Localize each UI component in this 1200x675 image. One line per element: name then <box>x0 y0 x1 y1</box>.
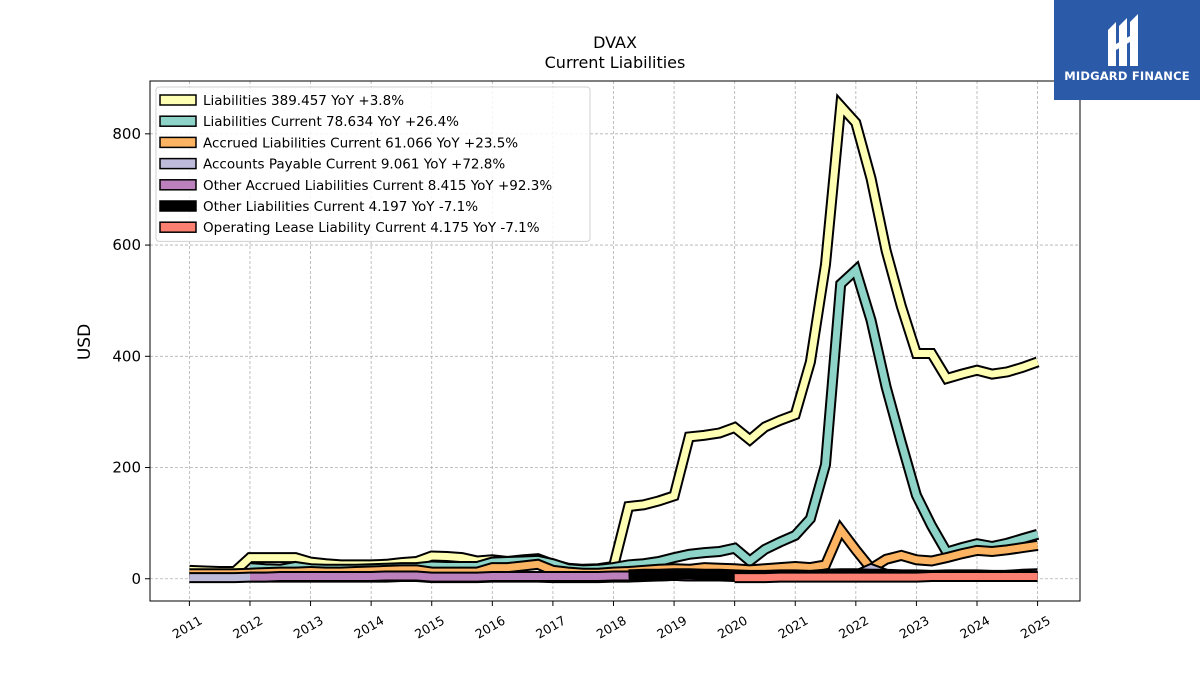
x-tick-label: 2022 <box>836 613 871 642</box>
legend-swatch <box>159 157 197 170</box>
y-tick-label: 400 <box>112 347 141 365</box>
legend-entry: Operating Lease Liability Current 4.175 … <box>203 220 540 236</box>
chart-subtitle: Current Liabilities <box>545 53 686 72</box>
x-tick-label: 2011 <box>170 613 205 642</box>
x-tick-label: 2019 <box>654 613 689 642</box>
logo-text: MIDGARD FINANCE <box>1064 69 1190 83</box>
x-axis: 2011 2012 2013 2014 2015 2016 2017 2018 2019 2020… <box>170 601 1053 642</box>
legend-entry: Other Liabilities Current 4.197 YoY -7.1… <box>203 199 478 215</box>
plot-area <box>189 93 1040 584</box>
legend-entry: Liabilities Current 78.634 YoY +26.4% <box>203 114 459 130</box>
legend-swatch <box>159 221 197 233</box>
series-line <box>734 573 1038 582</box>
legend-swatch <box>159 179 197 191</box>
legend-entry: Accounts Payable Current 9.061 YoY +72.8… <box>203 157 505 173</box>
series-liabilities-current <box>249 260 1040 576</box>
plot-frame <box>149 80 1081 602</box>
x-tick-label: 2012 <box>230 613 265 642</box>
x-tick-label: 2015 <box>412 613 447 642</box>
x-tick-label: 2020 <box>715 613 750 642</box>
legend-box <box>155 86 591 242</box>
midgard-finance-logo: MIDGARD FINANCE <box>1054 0 1200 100</box>
x-tick-label: 2021 <box>775 613 810 642</box>
x-tick-label: 2023 <box>897 613 932 642</box>
y-tick-label: 200 <box>112 459 141 477</box>
x-tick-label: 2017 <box>533 613 568 642</box>
series-operating-lease-liability-current <box>734 571 1038 584</box>
x-tick-label: 2025 <box>1018 613 1053 642</box>
x-tick-label: 2013 <box>291 613 326 642</box>
x-tick-label: 2018 <box>594 613 629 642</box>
x-tick-label: 2016 <box>473 613 508 642</box>
y-tick-label: 800 <box>112 125 141 143</box>
chart-title: DVAX <box>593 33 637 52</box>
legend-entry: Liabilities 389.457 YoY +3.8% <box>203 93 404 109</box>
y-tick-label: 0 <box>131 570 141 588</box>
legend-swatch <box>159 200 197 212</box>
legend: Liabilities 389.457 YoY +3.8% Liabilities… <box>155 86 591 242</box>
x-tick-label: 2014 <box>351 613 386 642</box>
legend-swatch <box>159 115 197 127</box>
midgard-logo-mark-icon <box>1108 14 1138 66</box>
series-line <box>249 263 1039 574</box>
legend-entry: Other Accrued Liabilities Current 8.415 … <box>203 178 552 194</box>
x-tick-label: 2024 <box>957 613 992 642</box>
legend-swatch <box>159 94 197 106</box>
y-axis: 0 200 400 600 800 <box>112 125 150 588</box>
y-axis-label: USD <box>75 324 95 360</box>
legend-entry: Accrued Liabilities Current 61.066 YoY +… <box>203 135 518 151</box>
y-tick-label: 600 <box>112 236 141 254</box>
legend-swatch <box>159 136 197 149</box>
series-line-outline <box>249 260 1040 576</box>
